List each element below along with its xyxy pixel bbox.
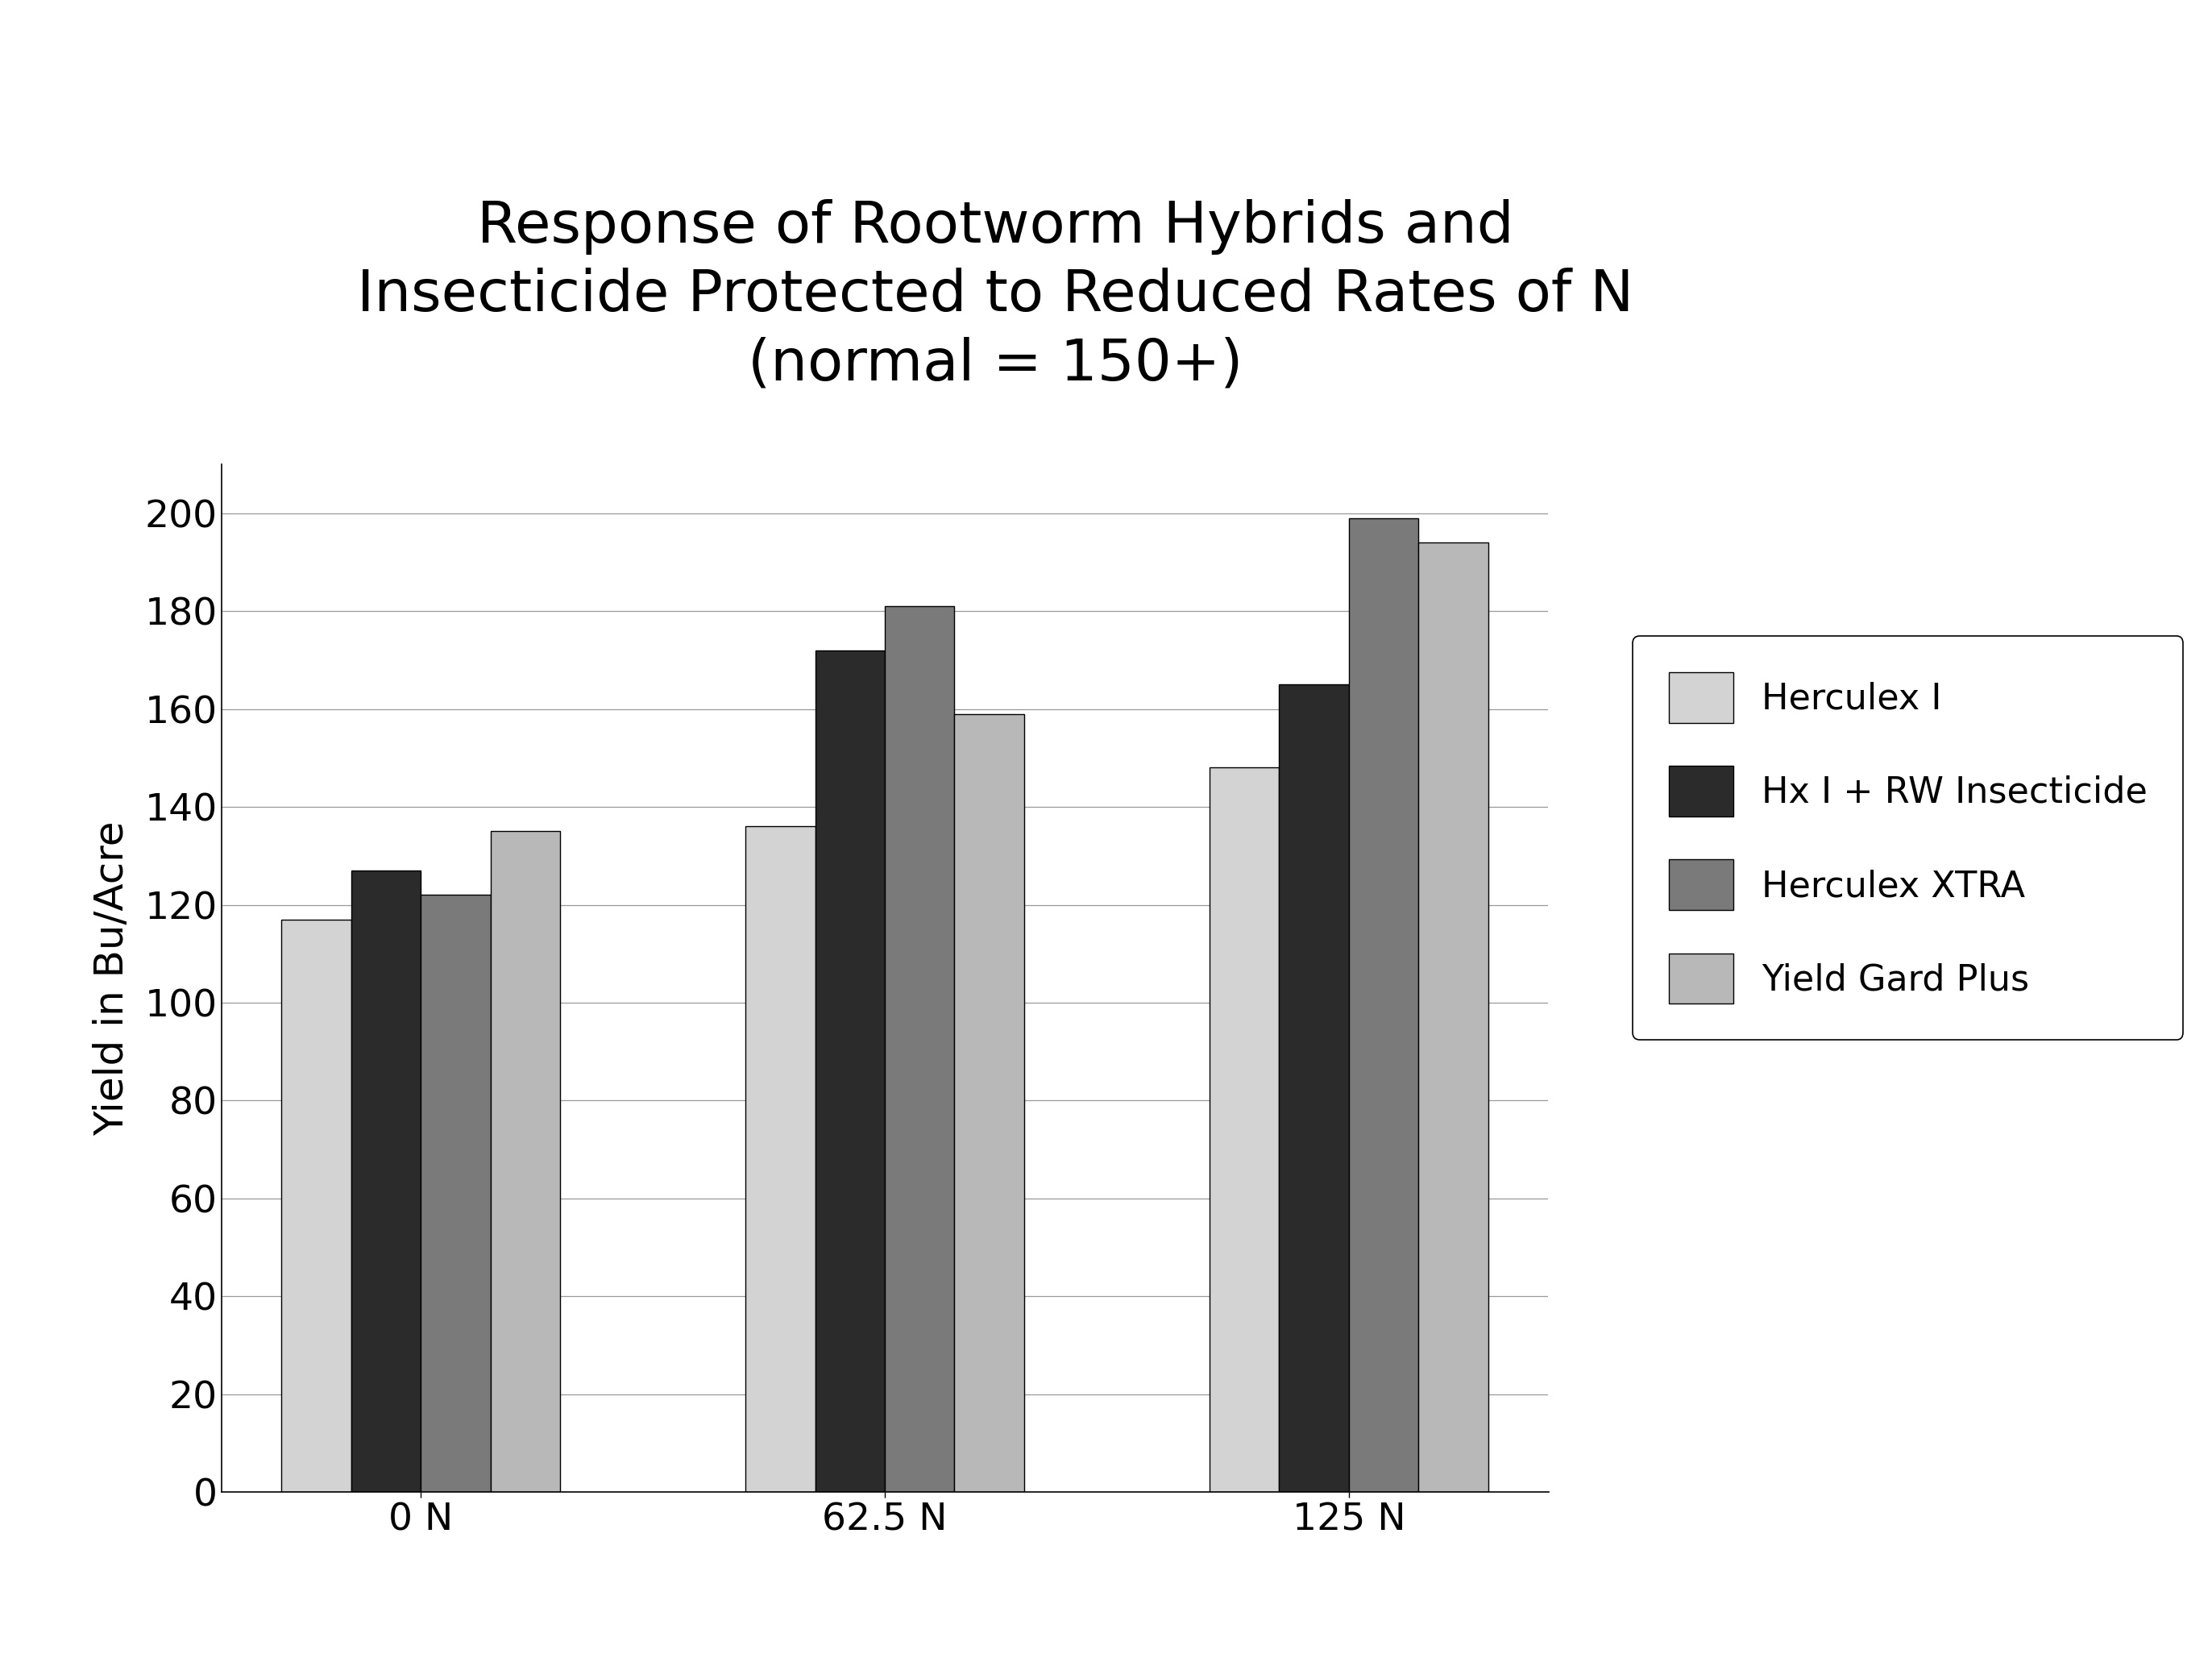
Bar <box>1418 542 1489 1492</box>
Y-axis label: Yield in Bu/Acre: Yield in Bu/Acre <box>93 821 131 1136</box>
Bar <box>281 920 352 1492</box>
Bar <box>352 870 420 1492</box>
Bar <box>816 650 885 1492</box>
Bar <box>745 826 816 1492</box>
Bar <box>885 607 953 1492</box>
Text: Response of Rootworm Hybrids and
Insecticide Protected to Reduced Rates of N
(no: Response of Rootworm Hybrids and Insecti… <box>356 199 1635 391</box>
Bar <box>1279 685 1349 1492</box>
Legend: Herculex I, Hx I + RW Insecticide, Herculex XTRA, Yield Gard Plus: Herculex I, Hx I + RW Insecticide, Hercu… <box>1632 637 2183 1040</box>
Bar <box>420 895 491 1492</box>
Bar <box>491 831 560 1492</box>
Bar <box>1210 768 1279 1492</box>
Bar <box>1349 517 1418 1492</box>
Bar <box>953 715 1024 1492</box>
